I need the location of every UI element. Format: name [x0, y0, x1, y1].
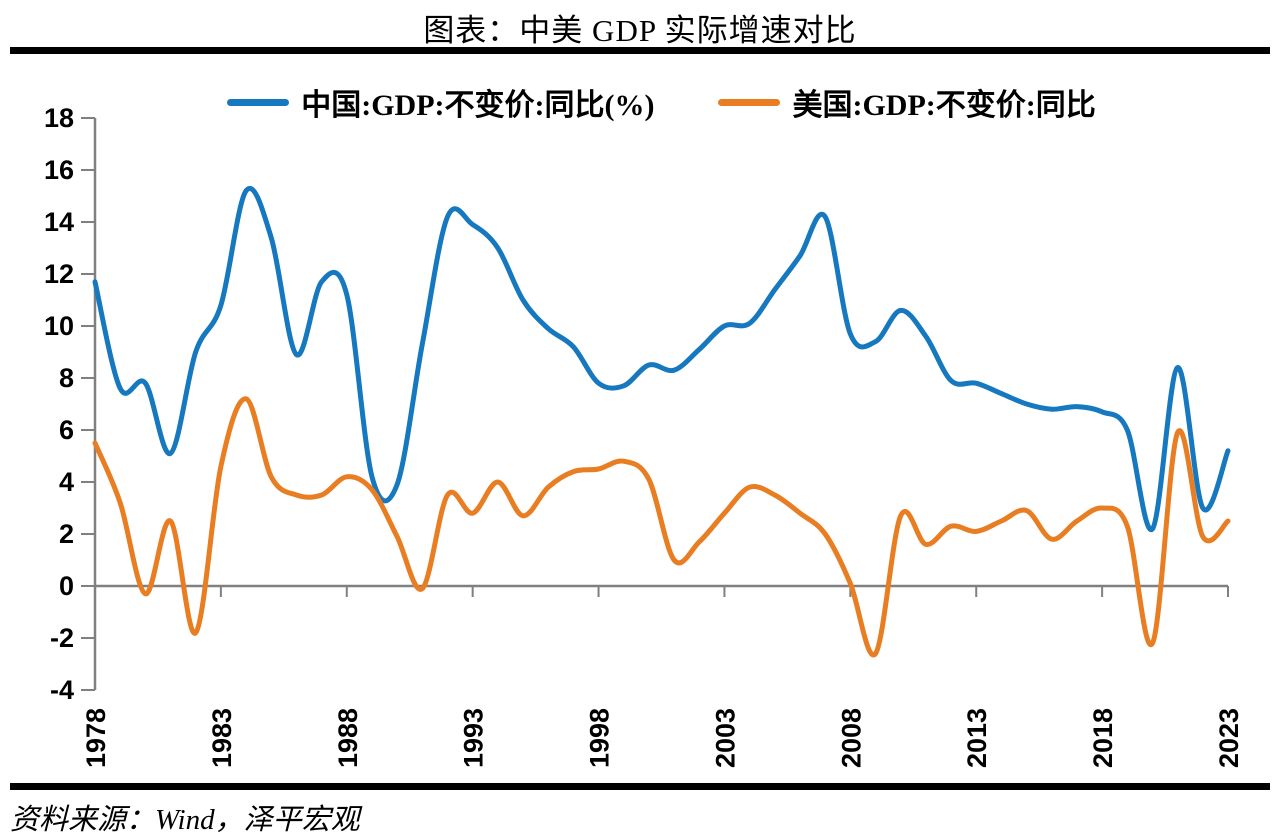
y-tick-label: -2	[50, 623, 74, 653]
y-tick-label: 12	[44, 259, 74, 289]
x-tick-label: 1978	[81, 708, 111, 768]
y-tick-label: 18	[44, 103, 74, 133]
y-tick-label: 0	[59, 571, 74, 601]
y-tick-label: -4	[50, 675, 74, 705]
y-tick-label: 10	[44, 311, 74, 341]
series-line-us	[92, 396, 1231, 658]
x-tick-label: 1993	[459, 708, 489, 768]
x-tick-label: 2003	[710, 708, 740, 768]
x-tick-label: 2013	[962, 708, 992, 768]
china-line-swatch	[227, 98, 290, 106]
x-tick-label: 1998	[585, 708, 615, 768]
y-tick-label: 16	[44, 155, 74, 185]
series-line-china	[92, 186, 1231, 532]
y-tick-label: 6	[59, 415, 74, 445]
y-tick-label: 14	[44, 207, 74, 237]
x-tick-label: 2008	[836, 708, 866, 768]
us-line-swatch	[718, 98, 781, 106]
x-tick-label: 2018	[1088, 708, 1118, 768]
legend-item-us: 美国:GDP:不变价:同比	[718, 80, 1096, 124]
source-note: 资料来源：Wind，泽平宏观	[10, 804, 360, 836]
y-tick-label: 2	[59, 519, 74, 549]
bottom-divider	[10, 783, 1270, 790]
x-tick-label: 2023	[1214, 708, 1244, 768]
legend-label-china: 中国:GDP:不变价:同比(%)	[301, 89, 655, 122]
x-tick-label: 1983	[207, 708, 237, 768]
x-tick-label: 1988	[333, 708, 363, 768]
top-divider	[10, 47, 1270, 54]
legend-item-china: 中国:GDP:不变价:同比(%)	[227, 80, 654, 124]
legend-label-us: 美国:GDP:不变价:同比	[792, 89, 1096, 122]
y-tick-label: 4	[59, 467, 74, 497]
chart-title: 图表：中美 GDP 实际增速对比	[423, 13, 857, 48]
legend: 中国:GDP:不变价:同比(%) 美国:GDP:不变价:同比	[95, 80, 1228, 124]
y-tick-label: 8	[59, 363, 74, 393]
